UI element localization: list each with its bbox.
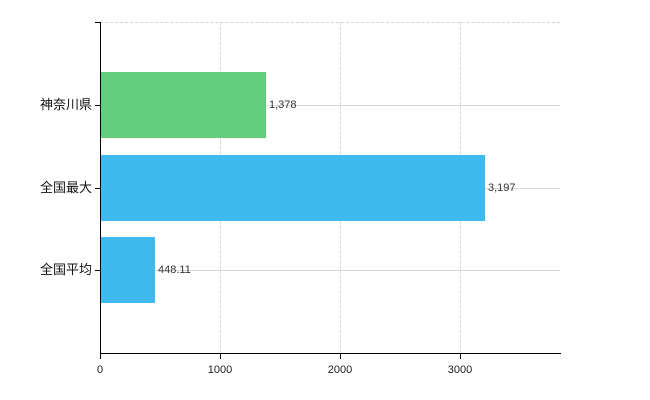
x-axis-tick	[460, 354, 461, 359]
y-axis-top-tick	[95, 22, 100, 23]
y-axis-line	[100, 22, 101, 354]
category-label: 全国最大	[39, 180, 92, 195]
x-tick-label: 3000	[447, 364, 473, 376]
category-label: 全国平均	[39, 262, 92, 277]
plot-area-top-border	[100, 22, 560, 23]
x-tick-label: 1000	[207, 364, 233, 376]
bar-value-label: 1,378	[269, 99, 297, 111]
y-axis-tick	[95, 188, 100, 189]
category-gridline	[100, 270, 560, 271]
bar-2[interactable]	[101, 155, 485, 221]
x-tick-label: 2000	[327, 364, 353, 376]
x-axis-tick	[100, 354, 101, 359]
bar-1[interactable]	[101, 72, 266, 138]
bar-3[interactable]	[101, 237, 155, 303]
bar-value-label: 448.11	[158, 264, 191, 276]
x-axis-tick	[220, 354, 221, 359]
bar-value-label: 3,197	[488, 182, 516, 194]
category-label: 神奈川県	[39, 97, 92, 112]
x-axis-tick	[340, 354, 341, 359]
category-gridline	[100, 105, 560, 106]
y-axis-tick	[95, 270, 100, 271]
x-tick-label: 0	[96, 364, 104, 376]
x-axis-line	[100, 353, 561, 354]
y-axis-tick	[95, 105, 100, 106]
